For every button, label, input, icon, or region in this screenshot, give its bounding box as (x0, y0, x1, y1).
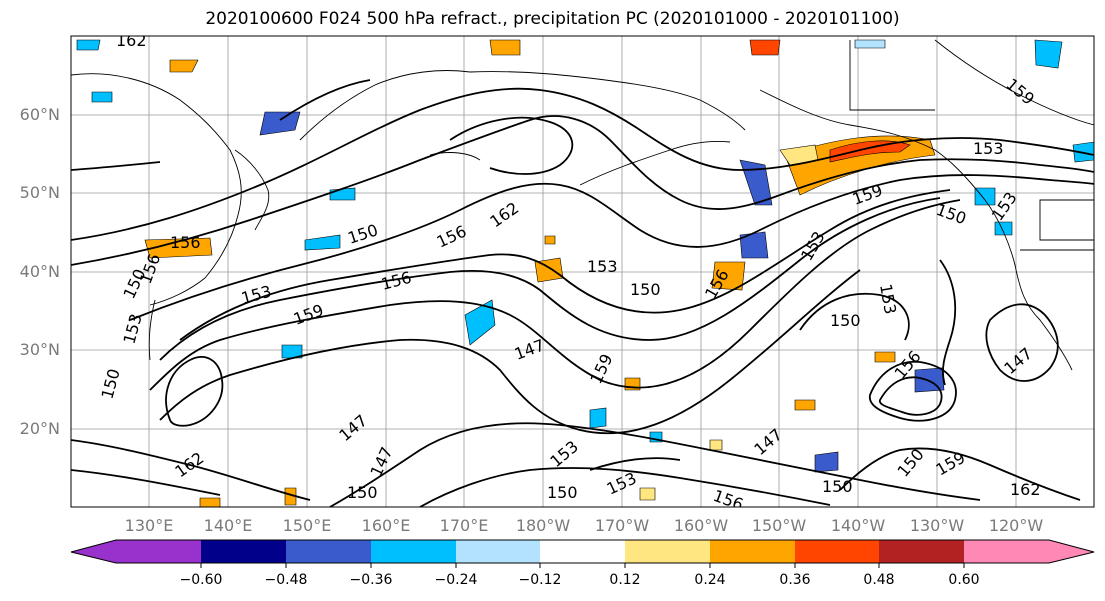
lat-label: 50°N (19, 183, 60, 202)
colorbar-extend-low (71, 540, 116, 563)
colorbar-tick-label: 0.12 (609, 572, 641, 588)
contour-label: 162 (116, 31, 147, 50)
colorbar-segment (286, 540, 371, 563)
colorbar-segment (201, 540, 286, 563)
contour-label: 156 (170, 233, 201, 252)
lat-label: 40°N (19, 262, 60, 281)
colorbar-extend-high (1049, 540, 1094, 563)
precipitation-shading (76, 39, 1094, 507)
colorbar-tick-label: 0.36 (779, 572, 811, 588)
colorbar-tick-label: −0.36 (349, 572, 393, 588)
colorbar-segment (795, 540, 879, 563)
map-frame (70, 35, 1095, 508)
contour-label: 153 (973, 139, 1004, 158)
lat-label: 20°N (19, 419, 60, 438)
colorbar-segment (540, 540, 625, 563)
colorbar-segment (710, 540, 795, 563)
lat-label: 30°N (19, 340, 60, 359)
map-plot-area: 162 156 150 153 156 150 156 153 150 159 … (71, 31, 1094, 507)
lon-label: 150°W (751, 516, 807, 535)
lon-label: 120°W (988, 516, 1044, 535)
colorbar-segment (371, 540, 456, 563)
lon-label: 130°W (909, 516, 965, 535)
colorbar-segment (625, 540, 710, 563)
lon-label: 180°W (515, 516, 571, 535)
colorbar-segments (116, 540, 1049, 563)
colorbar-segment (879, 540, 964, 563)
contour-label: 150 (547, 483, 578, 502)
colorbar (70, 539, 1095, 568)
refractivity-contours (71, 79, 1094, 507)
lon-label: 170°E (439, 516, 489, 535)
lon-label: 140°E (203, 516, 253, 535)
colorbar-segment (456, 540, 540, 563)
contour-label: 162 (1010, 480, 1041, 499)
colorbar-tick-label: −0.12 (518, 572, 562, 588)
lat-label: 60°N (19, 105, 60, 124)
coastlines (71, 39, 1094, 371)
contour-label: 150 (347, 483, 378, 502)
contour-label: 150 (830, 311, 861, 330)
colorbar-tick-label: −0.60 (179, 572, 223, 588)
colorbar-ticks (200, 563, 965, 568)
contour-label: 150 (630, 280, 661, 299)
contour-label: 150 (822, 477, 853, 496)
colorbar-tick-label: −0.48 (264, 572, 308, 588)
lon-label: 160°E (361, 516, 411, 535)
lon-label: 150°E (282, 516, 332, 535)
lon-label: 160°W (673, 516, 729, 535)
map-title: 2020100600 F024 500 hPa refract., precip… (205, 9, 900, 29)
colorbar-tick-label: −0.24 (434, 572, 478, 588)
colorbar-tick-label: 0.60 (948, 572, 980, 588)
colorbar-segment (964, 540, 1049, 563)
lon-label: 130°E (124, 516, 174, 535)
colorbar-segment (116, 540, 201, 563)
contour-label: 153 (587, 257, 618, 276)
colorbar-tick-label: 0.24 (694, 572, 726, 588)
lon-label: 140°W (830, 516, 886, 535)
colorbar-tick-label: 0.48 (863, 572, 895, 588)
lon-label: 170°W (594, 516, 650, 535)
